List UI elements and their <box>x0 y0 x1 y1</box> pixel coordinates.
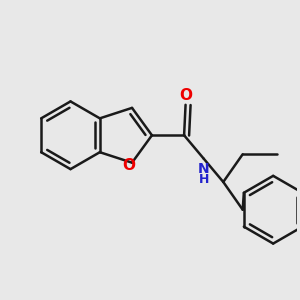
Text: O: O <box>179 88 192 103</box>
Text: H: H <box>199 173 209 186</box>
Text: O: O <box>122 158 135 173</box>
Text: N: N <box>198 162 209 176</box>
